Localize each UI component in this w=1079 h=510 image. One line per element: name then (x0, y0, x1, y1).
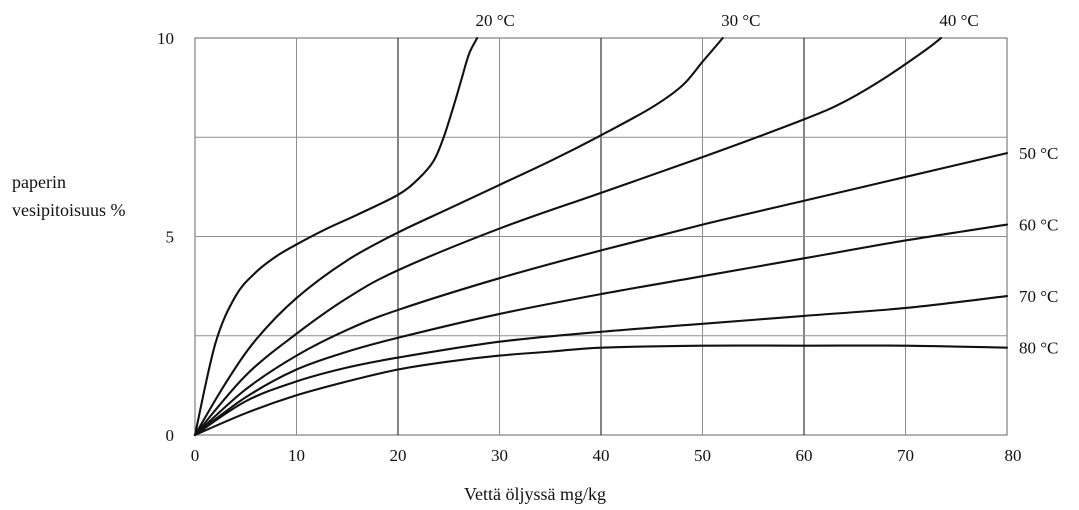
series-label: 40 °C (939, 11, 978, 30)
y-tick-label: 5 (166, 228, 175, 247)
x-tick-label: 30 (491, 446, 508, 465)
tick-labels: 0 10 20 30 40 50 60 70 80 0 5 10 (157, 29, 1022, 465)
series-label: 60 °C (1019, 216, 1058, 235)
x-tick-label: 60 (796, 446, 813, 465)
x-tick-label: 20 (390, 446, 407, 465)
ylabel-line-1: paperin (12, 172, 66, 192)
series-labels: 20 °C 30 °C 40 °C 50 °C 60 °C 70 °C 80 °C (475, 11, 1058, 358)
series-label: 50 °C (1019, 144, 1058, 163)
x-tick-label: 80 (1005, 446, 1022, 465)
x-tick-label: 50 (694, 446, 711, 465)
series-line-20c (193, 36, 479, 437)
x-tick-label: 0 (191, 446, 200, 465)
series-line-70c (193, 295, 1009, 437)
x-tick-label: 10 (288, 446, 305, 465)
ylabel-line-2: vesipitoisuus % (12, 200, 126, 220)
series-label: 30 °C (721, 11, 760, 30)
series-label: 20 °C (475, 11, 514, 30)
series-line-80c (193, 344, 1009, 437)
series-label: 80 °C (1019, 339, 1058, 358)
series-line-50c (193, 152, 1009, 437)
y-tick-label: 0 (166, 426, 175, 445)
series-label: 70 °C (1019, 287, 1058, 306)
series-line-40c (193, 36, 943, 437)
series-lines (193, 36, 1009, 437)
x-tick-label: 70 (897, 446, 914, 465)
series-line-60c (193, 223, 1009, 437)
series-line-30c (193, 36, 724, 437)
y-tick-label: 10 (157, 29, 174, 48)
x-tick-label: 40 (593, 446, 610, 465)
xlabel: Vettä öljyssä mg/kg (464, 484, 606, 504)
